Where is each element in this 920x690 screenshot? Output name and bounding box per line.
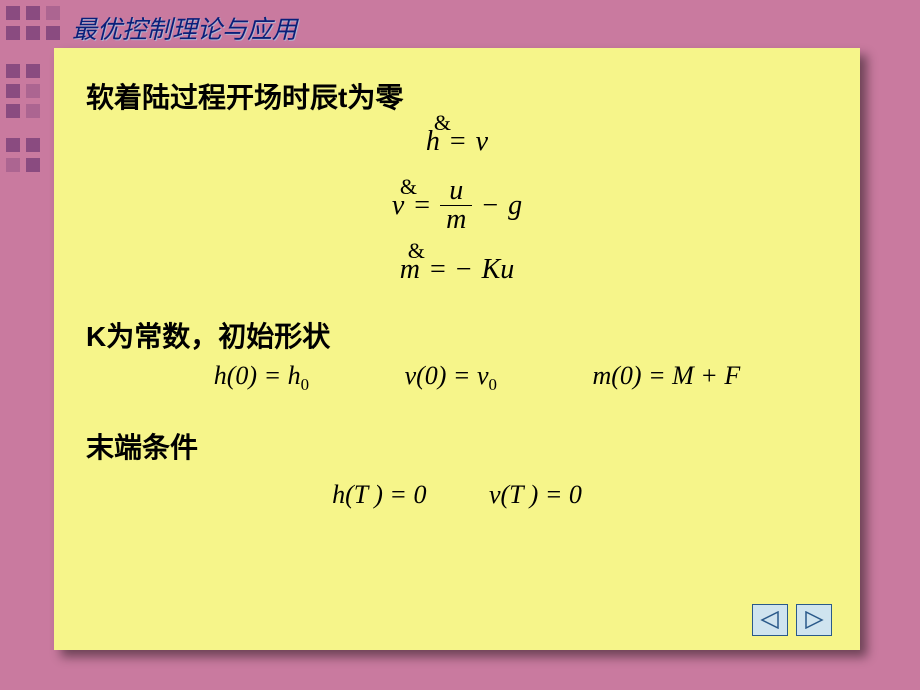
text-line-1: 软着陆过程开场时辰t为零	[86, 76, 828, 116]
equation-3: &m = − Ku	[86, 250, 828, 289]
prev-button[interactable]	[752, 604, 788, 636]
slide-body: 软着陆过程开场时辰t为零 &h = v &v = u m − g &m =	[54, 48, 860, 650]
term-cond-1: h(T ) = 0	[332, 480, 426, 509]
text-line-2: K为常数，初始形状	[86, 315, 828, 355]
init-cond-3: m(0) = M + F	[592, 361, 740, 395]
term-cond-2: v(T ) = 0	[489, 480, 582, 509]
triangle-left-icon	[760, 611, 780, 629]
init-cond-2: v(0) = v0	[405, 361, 497, 395]
equation-2: &v = u m − g	[86, 177, 828, 234]
nav-controls	[752, 604, 832, 636]
init-cond-1: h(0) = h0	[214, 361, 309, 395]
terminal-conditions: h(T ) = 0 v(T ) = 0	[86, 466, 828, 510]
text-line-3: 末端条件	[86, 426, 828, 466]
triangle-right-icon	[804, 611, 824, 629]
equations: &h = v &v = u m − g &m = − Ku	[86, 122, 828, 289]
initial-conditions: h(0) = h0 v(0) = v0 m(0) = M + F	[86, 355, 828, 395]
page-title: 最优控制理论与应用	[72, 10, 297, 46]
next-button[interactable]	[796, 604, 832, 636]
equation-1: &h = v	[86, 122, 828, 161]
